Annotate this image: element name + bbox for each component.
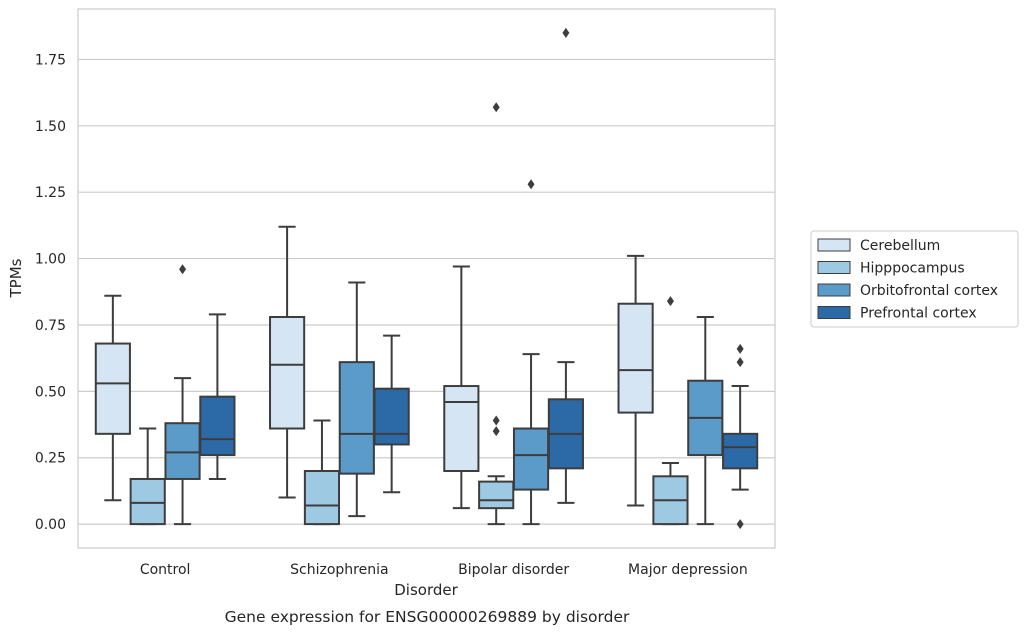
legend-entry: Cerebellum xyxy=(817,238,940,254)
legend-label: Orbitofrontal cortex xyxy=(860,283,998,299)
box-iqr xyxy=(338,361,375,475)
x-tick-labels: Control Schizophrenia Bipolar disorder Majo… xyxy=(140,562,748,578)
y-tick-label: 1.00 xyxy=(35,252,66,268)
box-2-1 xyxy=(478,102,515,526)
box-1-3 xyxy=(373,334,410,494)
outlier-point xyxy=(527,179,535,190)
legend-entry: Orbitofrontal cortex xyxy=(817,283,998,299)
outlier-point xyxy=(562,27,570,38)
y-tick-label: 1.25 xyxy=(35,185,66,201)
box-3-3 xyxy=(722,343,759,530)
box-2-2 xyxy=(512,179,550,526)
box-1-1 xyxy=(303,419,341,526)
legend-frame xyxy=(810,230,1019,328)
outlier-point xyxy=(179,264,187,275)
outlier-point xyxy=(492,102,500,113)
legend-entry: Prefrontal cortex xyxy=(817,306,977,322)
outlier-point xyxy=(492,426,500,437)
x-tick-label: Major depression xyxy=(628,562,748,578)
legend-swatch xyxy=(817,283,851,297)
y-tick-label: 0.00 xyxy=(35,517,66,533)
legend-label: Hipppocampus xyxy=(860,261,965,277)
y-tick-label: 0.75 xyxy=(35,318,66,334)
box-iqr xyxy=(373,387,410,446)
legend-swatch xyxy=(817,261,851,274)
box-0-3 xyxy=(199,313,236,480)
x-tick-label: Control xyxy=(140,562,191,578)
x-axis-label: Disorder xyxy=(394,581,458,599)
outlier-point xyxy=(492,415,500,426)
outlier-point xyxy=(736,357,744,368)
box-iqr xyxy=(129,477,166,526)
box-iqr xyxy=(617,302,654,414)
x-tick-label: Schizophrenia xyxy=(290,562,388,578)
outlier-point xyxy=(666,296,674,307)
legend: Cerebellum Hipppocampus Orbitofrontal cort… xyxy=(810,230,1019,328)
x-tick-label: Bipolar disorder xyxy=(458,562,569,578)
box-iqr xyxy=(199,395,236,457)
y-tick-label: 0.25 xyxy=(35,451,66,467)
box-iqr xyxy=(303,470,341,526)
box-0-1 xyxy=(129,427,166,526)
box-2-3 xyxy=(547,27,584,504)
box-iqr xyxy=(512,427,550,491)
legend-label: Prefrontal cortex xyxy=(860,306,977,322)
box-iqr xyxy=(164,422,201,480)
box-2-0 xyxy=(443,265,480,510)
box-3-2 xyxy=(687,316,724,526)
legend-entry: Hipppocampus xyxy=(817,261,965,277)
box-3-0 xyxy=(617,254,654,507)
outlier-point xyxy=(736,343,744,354)
plot-frame xyxy=(77,8,776,549)
y-tick-label: 1.75 xyxy=(35,52,66,68)
box-1-2 xyxy=(338,281,375,518)
legend-label: Cerebellum xyxy=(860,238,940,254)
box-iqr xyxy=(94,342,131,435)
chart-caption: Gene expression for ENSG00000269889 by d… xyxy=(225,608,630,626)
box-iqr xyxy=(443,385,480,472)
legend-swatch xyxy=(817,238,851,252)
box-groups xyxy=(94,27,759,530)
box-0-0 xyxy=(94,294,131,502)
y-tick-labels: 0.00 0.25 0.50 0.75 1.00 1.25 1.50 1.75 xyxy=(35,52,66,533)
box-3-1 xyxy=(652,296,689,526)
y-axis-label: TPMs xyxy=(7,258,25,298)
box-iqr xyxy=(478,480,515,510)
legend-swatch xyxy=(817,306,851,319)
y-tick-label: 1.50 xyxy=(35,119,66,135)
box-iqr xyxy=(269,316,306,430)
box-1-0 xyxy=(269,225,306,499)
y-tick-label: 0.50 xyxy=(35,384,66,400)
outlier-point xyxy=(736,519,744,530)
box-iqr xyxy=(722,432,759,470)
box-0-2 xyxy=(164,264,201,526)
